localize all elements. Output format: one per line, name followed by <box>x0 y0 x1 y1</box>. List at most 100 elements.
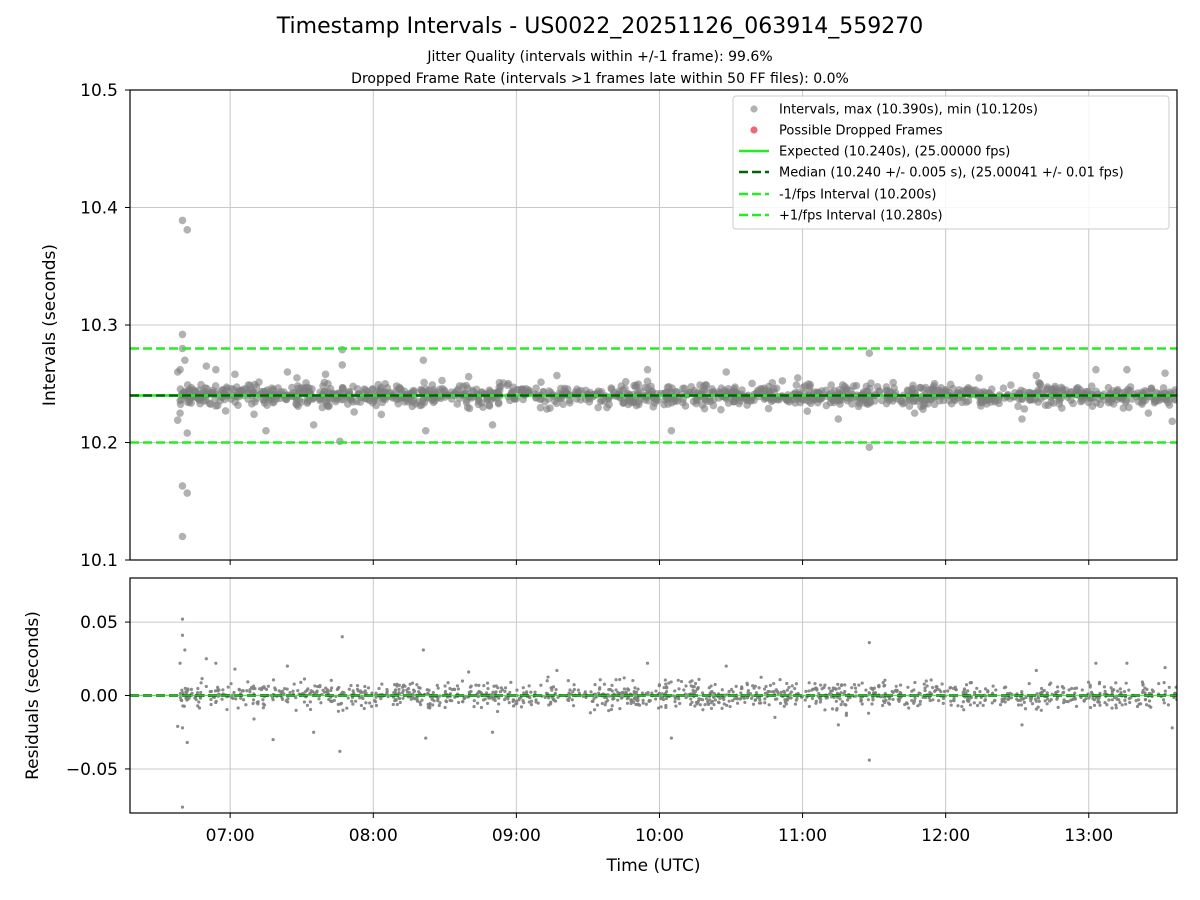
residual-point <box>679 679 684 684</box>
residual-point <box>1118 700 1122 705</box>
interval-point <box>338 383 347 392</box>
interval-point <box>269 386 277 395</box>
residual-point <box>1080 688 1084 692</box>
residual-point <box>1048 699 1052 703</box>
interval-point <box>396 385 404 393</box>
residual-point <box>782 704 786 708</box>
residual-point <box>547 696 551 700</box>
interval-point <box>1087 382 1096 390</box>
interval-point <box>805 382 814 391</box>
x-tick-label: 12:00 <box>921 826 970 846</box>
interval-point <box>803 407 812 416</box>
residual-point <box>664 696 669 701</box>
residual-point <box>395 702 399 707</box>
residual-point <box>931 698 935 702</box>
residual-point <box>370 691 374 695</box>
residual-point <box>644 702 648 706</box>
residual-point <box>462 696 467 701</box>
interval-point <box>176 409 184 417</box>
residual-point <box>740 686 744 690</box>
residual-point <box>176 724 180 728</box>
residual-point <box>964 683 969 687</box>
residual-point <box>1118 687 1122 691</box>
interval-point <box>488 421 497 429</box>
y-tick-label: 10.1 <box>80 551 118 571</box>
interval-point <box>183 489 192 497</box>
residual-point <box>917 691 921 695</box>
residual-point <box>497 702 501 706</box>
residual-point <box>838 697 842 701</box>
residual-point <box>221 688 225 692</box>
residual-point <box>752 686 756 690</box>
residual-point <box>739 691 743 695</box>
residual-point <box>725 703 729 708</box>
residual-point <box>1102 685 1107 689</box>
y-tick-label: 10.2 <box>80 434 118 454</box>
intervals-panel: 10.1 10.2 10.3 10.4 10.5 Intervals (seconds) I… <box>40 81 1178 571</box>
residual-point <box>398 700 402 705</box>
interval-point <box>246 381 254 390</box>
residual-point <box>983 698 987 702</box>
residual-point <box>514 702 518 706</box>
interval-point <box>717 405 725 414</box>
residual-point <box>374 695 378 699</box>
residual-point <box>818 700 823 704</box>
residual-point <box>657 691 661 696</box>
residual-point <box>592 708 597 712</box>
residual-point <box>261 698 265 702</box>
residual-point <box>271 678 276 682</box>
interval-point <box>536 403 545 412</box>
interval-point <box>664 400 672 408</box>
residual-point <box>1069 698 1073 702</box>
interval-point <box>649 403 658 411</box>
residual-point <box>794 682 798 686</box>
residual-point <box>1174 685 1177 689</box>
residual-point <box>428 706 432 710</box>
residual-point <box>1103 689 1107 693</box>
residual-point <box>456 687 461 691</box>
residual-point <box>1062 686 1066 690</box>
residual-point <box>891 697 895 701</box>
residual-point <box>983 687 988 691</box>
residual-point <box>844 711 849 715</box>
residual-point <box>650 691 654 695</box>
residual-point <box>636 687 640 691</box>
residual-point <box>246 680 250 684</box>
residual-point <box>828 692 832 696</box>
residual-point <box>436 686 440 690</box>
interval-point <box>552 399 561 408</box>
residual-point <box>432 699 436 703</box>
residual-point <box>568 688 572 692</box>
residual-point <box>772 681 776 686</box>
interval-point <box>420 388 429 397</box>
residual-point <box>659 705 663 709</box>
residual-point <box>251 687 255 691</box>
residual-point <box>662 685 666 690</box>
interval-point <box>211 388 220 396</box>
interval-point <box>372 401 380 410</box>
residual-point <box>607 688 611 692</box>
interval-point <box>222 383 231 391</box>
interval-point <box>438 376 446 385</box>
interval-point <box>316 396 324 405</box>
residual-point <box>871 687 875 692</box>
residual-point <box>691 685 695 689</box>
residual-point <box>248 690 252 694</box>
residual-point <box>533 690 537 694</box>
residual-point <box>321 688 325 692</box>
residual-point <box>910 699 914 703</box>
interval-point <box>1164 398 1172 407</box>
residual-point <box>410 681 415 685</box>
interval-point <box>293 374 301 382</box>
residual-point <box>312 691 316 695</box>
residual-point <box>1162 681 1166 685</box>
residual-point <box>883 700 887 705</box>
residual-point <box>633 686 637 690</box>
residual-point <box>823 708 827 712</box>
interval-point <box>183 226 192 234</box>
residual-point <box>857 683 861 687</box>
residual-point <box>820 687 824 691</box>
residual-point <box>411 696 415 700</box>
residual-point <box>446 681 450 685</box>
residual-point <box>485 681 490 685</box>
